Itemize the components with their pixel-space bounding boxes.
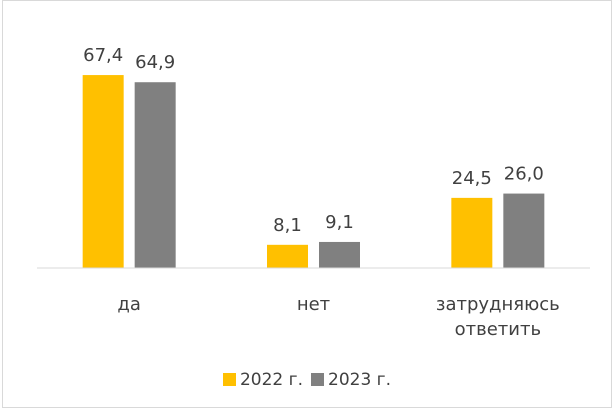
- bar: [267, 244, 308, 268]
- bar: [134, 82, 176, 268]
- x-tick-label: нет: [296, 294, 331, 315]
- legend-item: 2023 г.: [311, 370, 391, 390]
- chart-border: [2, 0, 612, 408]
- data-label: 9,1: [325, 212, 354, 233]
- bar: [451, 197, 493, 268]
- bar: [503, 193, 545, 268]
- legend-label: 2022 г.: [239, 370, 303, 390]
- data-label: 24,5: [452, 168, 492, 189]
- legend-swatch: [222, 373, 236, 386]
- x-tick-label: да: [117, 294, 141, 315]
- data-label: 8,1: [273, 215, 302, 236]
- bar: [82, 75, 124, 268]
- legend-label: 2023 г.: [328, 370, 392, 390]
- bar: [319, 241, 360, 268]
- legend-item: 2022 г.: [222, 370, 303, 390]
- data-label: 67,4: [83, 45, 123, 66]
- data-label: 64,9: [135, 52, 175, 73]
- data-label: 26,0: [504, 164, 544, 185]
- x-tick-label: затрудняюсь ответить: [435, 294, 560, 340]
- legend: 2022 г. 2023 г.: [0, 370, 614, 390]
- legend-swatch: [311, 373, 324, 386]
